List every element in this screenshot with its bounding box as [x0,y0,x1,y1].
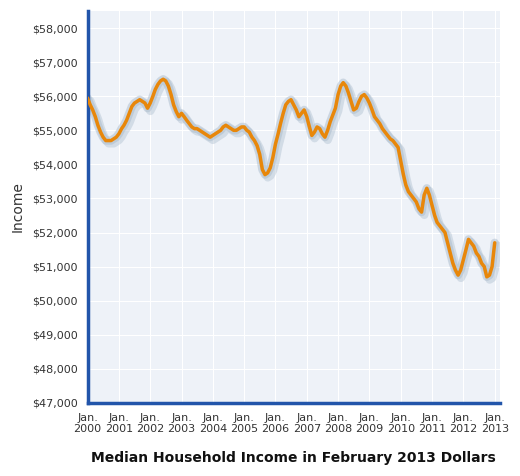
Y-axis label: Income: Income [11,181,25,232]
X-axis label: Median Household Income in February 2013 Dollars: Median Household Income in February 2013… [92,451,496,465]
